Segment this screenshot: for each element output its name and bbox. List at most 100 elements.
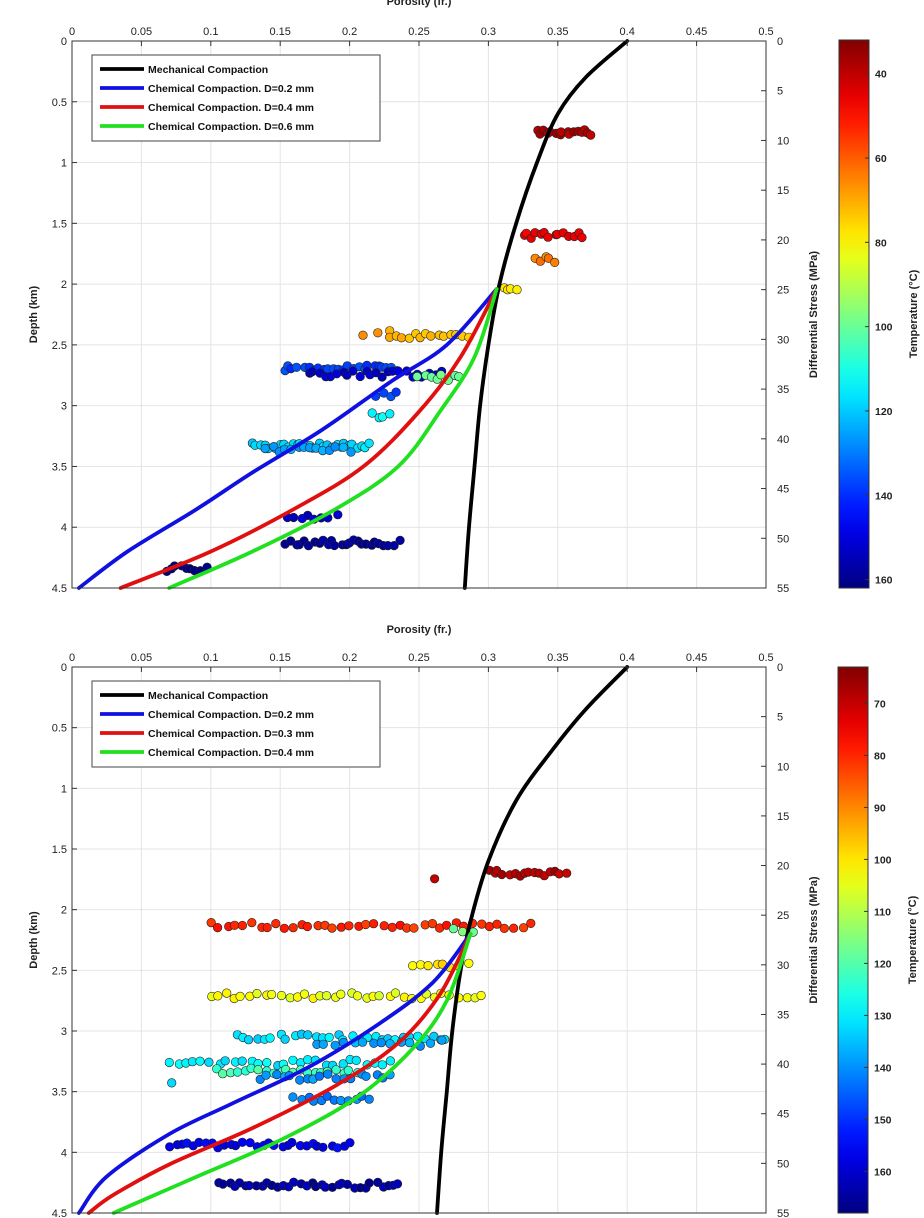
series-line xyxy=(462,39,630,590)
legend-entry: Chemical Compaction. D=0.2 mm xyxy=(148,709,314,721)
colorbar-tick-label: 140 xyxy=(875,490,893,502)
scatter-point xyxy=(476,990,486,1001)
scatter-point xyxy=(213,922,223,933)
scatter-point xyxy=(307,367,317,377)
scatter-point xyxy=(577,232,587,243)
scatter-point xyxy=(423,960,433,971)
scatter-point xyxy=(253,1065,263,1075)
y2-tick-label: 35 xyxy=(777,384,789,396)
colorbar-tick-label: 80 xyxy=(875,237,887,249)
scatter-point xyxy=(376,1038,386,1048)
scatter-point xyxy=(379,921,389,931)
x-tick-label: 0.1 xyxy=(203,652,218,664)
scatter-point xyxy=(289,512,299,523)
scatter-point xyxy=(391,387,401,397)
scatter-point xyxy=(167,1078,177,1088)
scatter-point xyxy=(364,1178,374,1188)
scatter-point xyxy=(247,917,257,928)
y2-tick-label: 5 xyxy=(777,86,783,98)
scatter-point xyxy=(526,918,536,929)
scatter-point xyxy=(348,366,358,376)
colorbar-tick-label: 100 xyxy=(874,854,892,866)
colorbar-tick-label: 110 xyxy=(874,906,891,918)
scatter-point xyxy=(204,1057,214,1067)
scatter-point xyxy=(287,1137,297,1148)
x-tick-label: 0.35 xyxy=(547,26,568,38)
scatter-point xyxy=(484,921,495,932)
legend-entry: Chemical Compaction. D=0.2 mm xyxy=(148,83,314,95)
scatter-point xyxy=(295,1075,305,1085)
scatter-point xyxy=(165,1142,175,1152)
scatter-point xyxy=(289,1177,299,1187)
scatter-point xyxy=(562,868,572,878)
scatter-point xyxy=(336,1095,346,1106)
scatter-point xyxy=(218,1179,228,1189)
scatter-point xyxy=(369,919,379,929)
series-line xyxy=(435,665,630,1215)
scatter-point xyxy=(364,438,374,448)
y2-tick-label: 20 xyxy=(777,235,789,247)
legend-entry: Chemical Compaction. D=0.6 mm xyxy=(148,121,314,133)
scatter-point xyxy=(409,923,419,933)
colorbar-tick-label: 140 xyxy=(874,1062,892,1074)
scatter-point xyxy=(331,1065,341,1075)
x-tick-label: 0 xyxy=(69,26,75,38)
y2-tick-label: 25 xyxy=(777,285,789,297)
scatter-point xyxy=(377,1060,388,1070)
scatter-point xyxy=(408,961,418,971)
x-tick-label: 0.45 xyxy=(686,652,707,664)
x-tick-label: 0.25 xyxy=(408,652,429,664)
x-tick-label: 0.45 xyxy=(686,26,707,38)
scatter-point xyxy=(322,991,332,1001)
y2-axis-label: Differential Stress (MPa) xyxy=(808,251,820,378)
y2-axis-label: Differential Stress (MPa) xyxy=(808,876,820,1003)
x-tick-label: 0.25 xyxy=(408,26,429,38)
scatter-point xyxy=(355,371,365,382)
y-tick-label: 4 xyxy=(61,1147,67,1159)
scatter-point xyxy=(262,1057,272,1068)
scatter-point xyxy=(233,1067,243,1077)
colorbar xyxy=(838,39,870,589)
scatter-point xyxy=(237,1137,247,1147)
scatter-point xyxy=(439,331,449,341)
scatter-point xyxy=(343,1065,353,1075)
scatter-point xyxy=(235,991,245,1002)
chart-bottom-panel: 0 0.05 0.1 0.15 0.2 0.25 0.3 0.35 0.4 0.45 0.5 Poro… xyxy=(28,624,919,1218)
scatter-point xyxy=(338,442,349,452)
scatter-point xyxy=(222,988,232,998)
scatter-point xyxy=(385,409,395,419)
scatter-point xyxy=(318,1142,328,1152)
scatter-point xyxy=(302,921,313,932)
x-tick-label: 0.4 xyxy=(620,26,635,38)
colorbar-tick-label: 70 xyxy=(874,698,886,710)
scatter-point xyxy=(512,285,522,295)
scatter-point xyxy=(352,991,363,1001)
scatter-point xyxy=(261,1070,271,1080)
scatter-points xyxy=(162,125,596,577)
scatter-point xyxy=(346,447,356,457)
y-tick-label: 4.5 xyxy=(52,1208,67,1218)
y2-tick-label: 10 xyxy=(777,135,789,147)
legend-entry: Mechanical Compaction xyxy=(148,64,268,76)
x-tick-label: 0.15 xyxy=(269,652,290,664)
y2-tick-label: 10 xyxy=(777,761,789,773)
scatter-point xyxy=(392,1179,403,1189)
series-line xyxy=(167,287,499,590)
y-tick-label: 3.5 xyxy=(52,461,67,473)
scatter-point xyxy=(332,369,342,379)
y2-tick-label: 15 xyxy=(777,185,789,197)
scatter-point xyxy=(377,372,387,382)
scatter-point xyxy=(288,1092,298,1102)
colorbar-tick-label: 160 xyxy=(874,1166,892,1178)
y2-tick-label: 50 xyxy=(777,533,789,545)
colorbar-tick-label: 150 xyxy=(874,1114,892,1126)
series-lines xyxy=(77,665,630,1215)
scatter-point xyxy=(329,540,340,551)
scatter-point xyxy=(499,923,509,934)
scatter-point xyxy=(195,1056,205,1066)
x-tick-label: 0.1 xyxy=(203,26,218,38)
y-tick-label: 1.5 xyxy=(52,218,67,230)
colorbar-tick-label: 80 xyxy=(874,750,886,762)
x-axis-label: Porosity (fr.) xyxy=(387,0,452,8)
y2-tick-label: 0 xyxy=(777,36,783,48)
